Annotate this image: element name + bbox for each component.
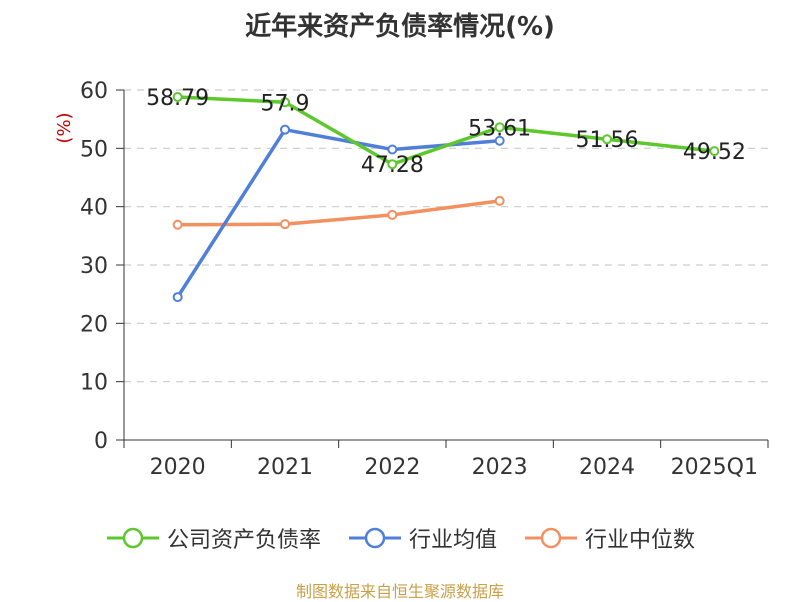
data-point [387, 159, 398, 170]
axes: 0 10 20 30 40 50 60 2020 2021 2022 2023 2024 2025Q1 [80, 79, 769, 480]
data-point [280, 97, 290, 108]
data-point [172, 92, 183, 103]
source-note: 制图数据来自恒生聚源数据库 [295, 582, 504, 601]
legend-item-2[interactable]: 行业中位数 [523, 522, 695, 554]
data-point [709, 146, 720, 157]
x-tick-label: 2021 [257, 455, 313, 480]
x-tick-label: 2022 [364, 455, 420, 480]
data-point [494, 122, 505, 133]
y-tick-label: 40 [80, 196, 108, 221]
x-tick-label: 2024 [579, 455, 635, 480]
legend-marker-icon [348, 527, 401, 549]
legend-label: 行业中位数 [585, 528, 696, 553]
data-point [494, 135, 505, 146]
data-point [494, 195, 505, 206]
x-tick-label: 2025Q1 [671, 455, 758, 480]
data-label: 58.79 [146, 86, 209, 111]
y-tick-label: 10 [80, 371, 108, 396]
x-tick-label: 2023 [472, 455, 528, 480]
data-label: 51.56 [576, 128, 639, 153]
x-tick-label: 2020 [150, 455, 206, 480]
grid-lines [124, 89, 768, 383]
data-label: 57.9 [261, 91, 310, 116]
data-labels: 58.79 57.9 47.28 53.61 51.56 49.52 [146, 86, 746, 178]
legend-label: 行业均值 [408, 528, 497, 553]
data-point [280, 124, 290, 135]
y-tick-label: 50 [80, 137, 108, 162]
legend: 公司资产负债率 行业均值 行业中位数 [0, 518, 800, 558]
legend-item-1[interactable]: 行业均值 [347, 522, 497, 554]
data-point [172, 292, 183, 303]
data-label: 49.52 [683, 140, 746, 165]
y-tick-label: 0 [94, 429, 108, 454]
y-axis-label: (%) [54, 112, 75, 143]
series-line-1 [176, 127, 500, 299]
legend-item-0[interactable]: 公司资产负债率 [105, 522, 321, 554]
y-tick-label: 30 [80, 254, 108, 279]
legend-marker-icon [106, 527, 159, 549]
series-line-2 [177, 199, 500, 227]
y-tick-label: 20 [80, 312, 108, 337]
data-point [602, 134, 612, 145]
series-lines [172, 92, 720, 303]
legend-marker-icon [525, 527, 577, 549]
data-point [280, 219, 290, 230]
data-label: 53.61 [468, 116, 531, 141]
chart-title: 近年来资产负债率情况(%) [245, 12, 555, 42]
data-point [387, 144, 398, 155]
data-point [172, 219, 183, 230]
legend-label: 公司资产负债率 [166, 528, 321, 553]
data-label: 47.28 [361, 153, 424, 178]
y-tick-label: 60 [80, 79, 108, 104]
data-point [387, 209, 398, 220]
series-line-0 [177, 95, 715, 166]
